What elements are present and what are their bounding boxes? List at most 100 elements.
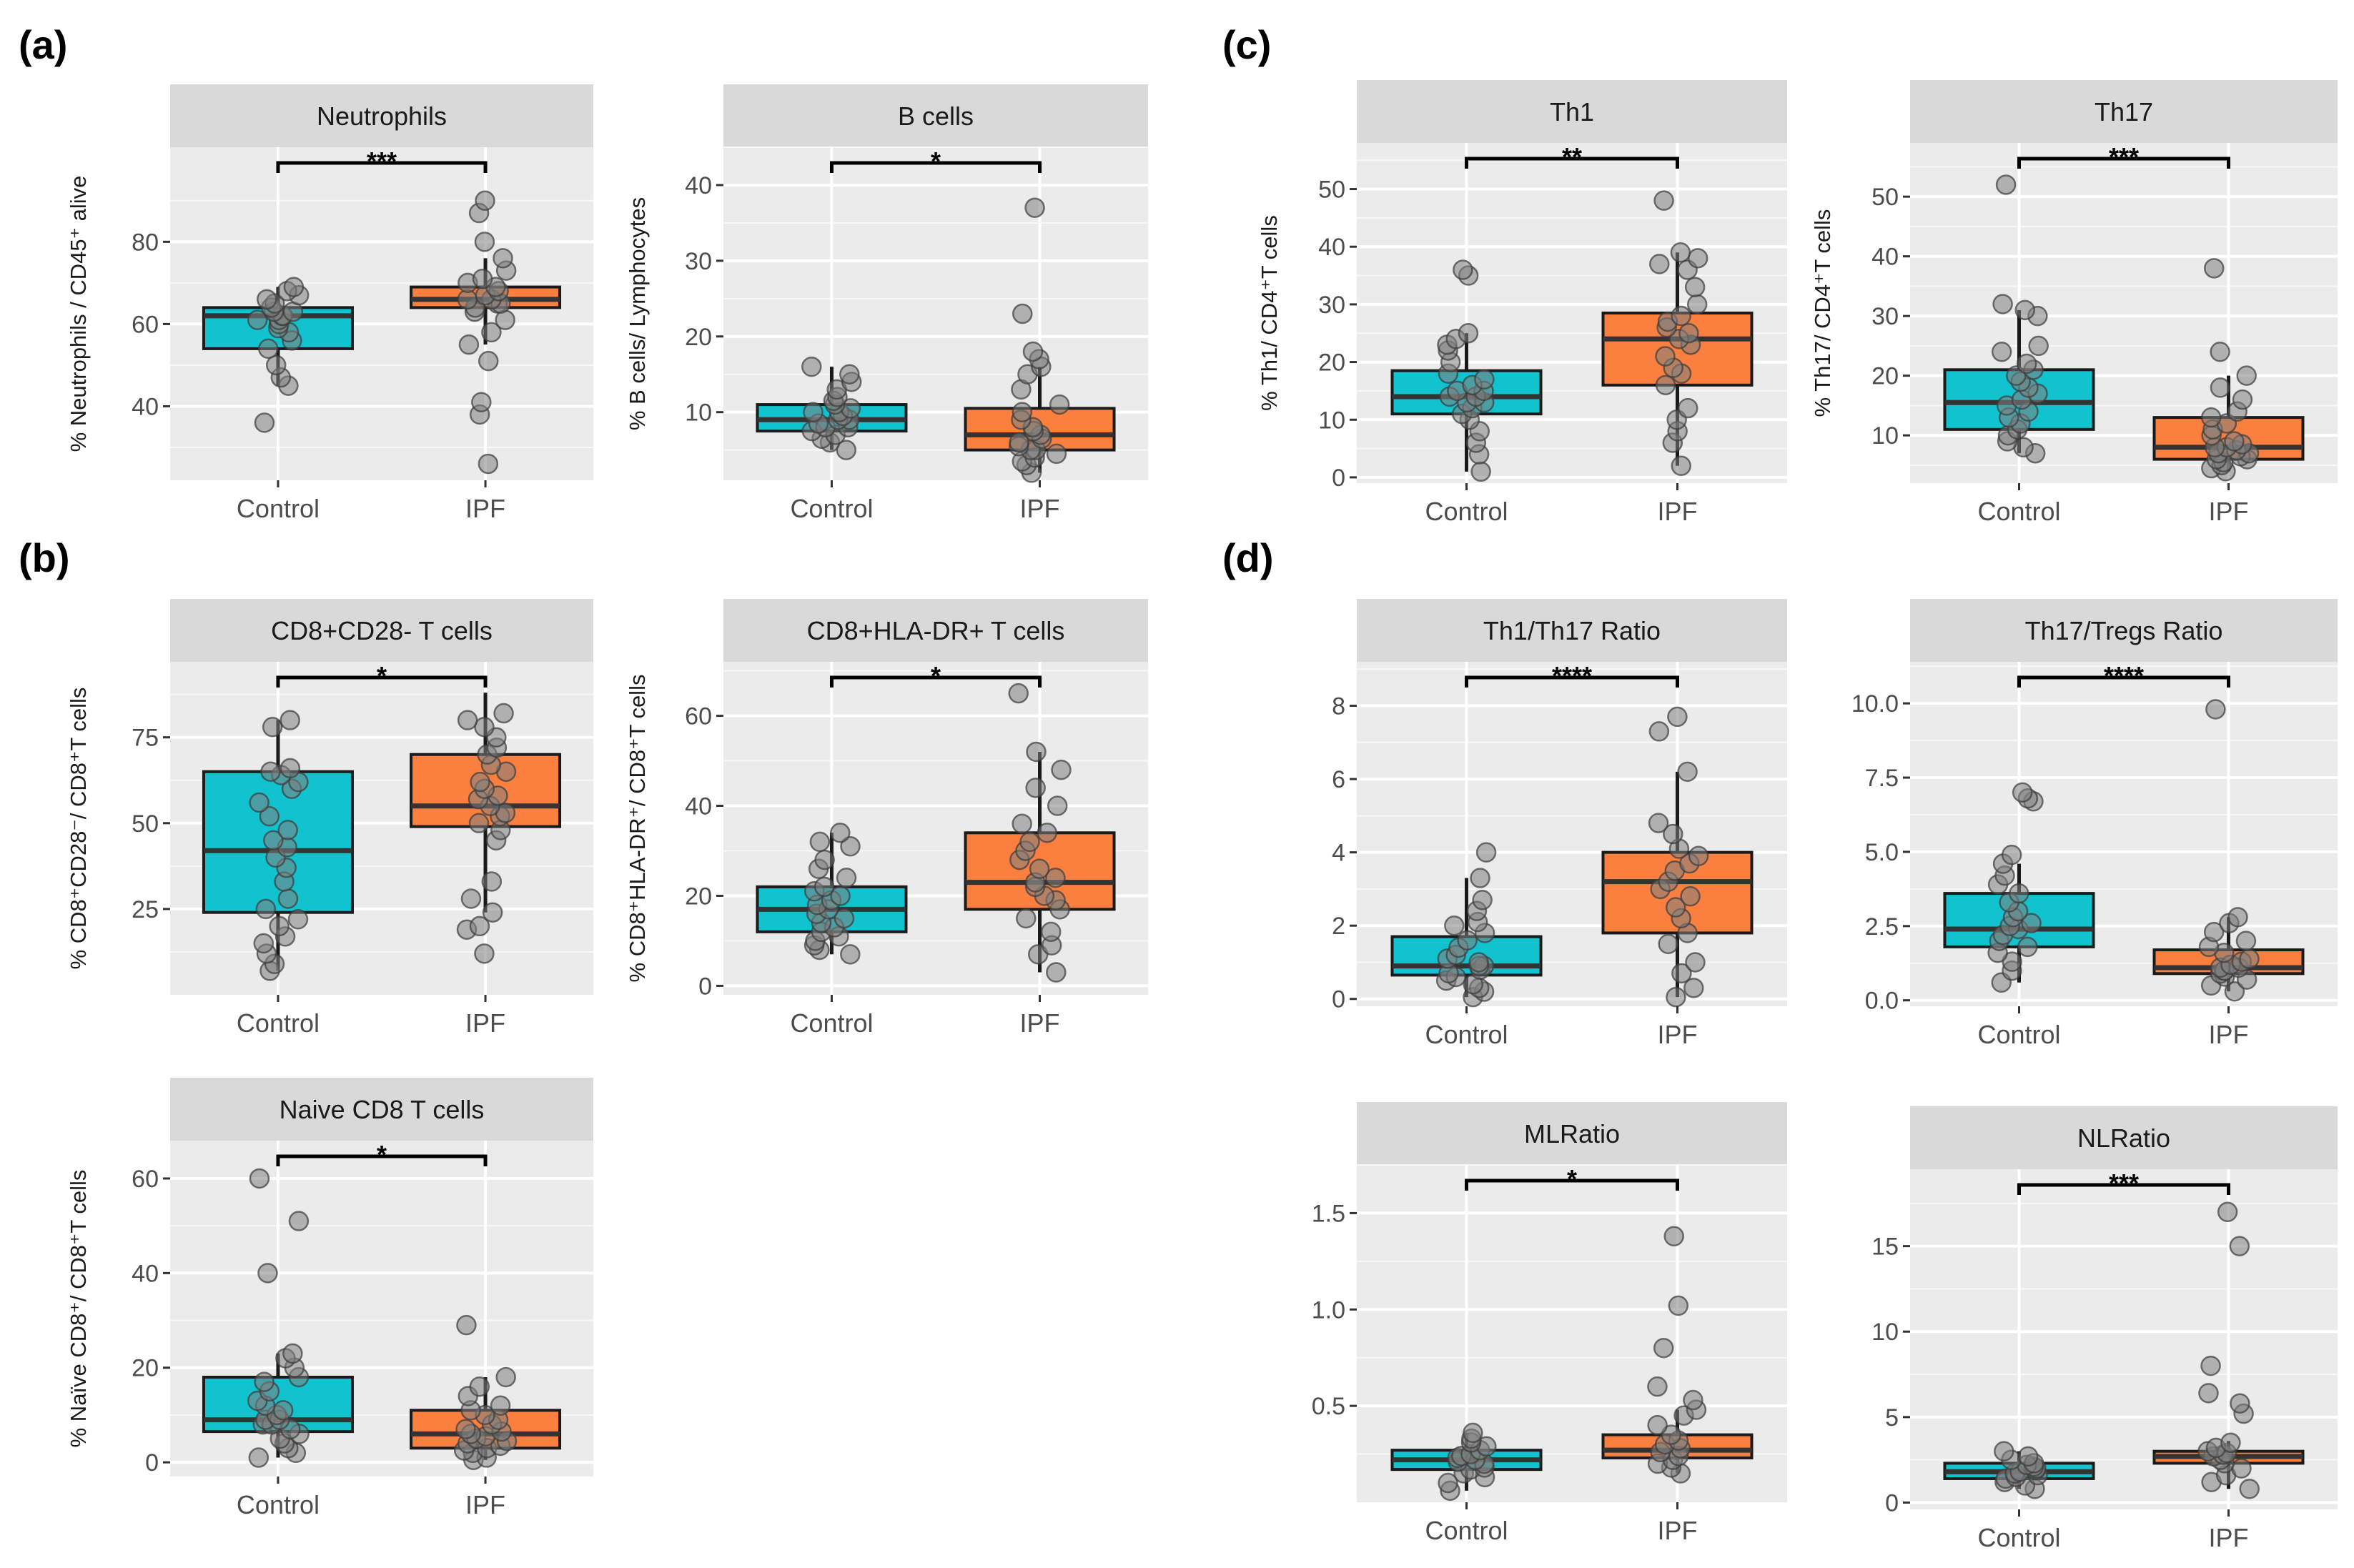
x-category-label: IPF: [1020, 1008, 1060, 1038]
data-point: [1040, 921, 1062, 943]
data-point: [1468, 952, 1489, 973]
y-tick-label: 60: [132, 311, 159, 338]
y-tick-label: 20: [1871, 363, 1899, 390]
x-category-label: Control: [1977, 1020, 2060, 1049]
data-point: [288, 1211, 310, 1231]
panel-letter-a: (a): [19, 22, 67, 67]
chart-cd8cd28: CD8+CD28- T cells 25 50 75 Control IPF * % CD8⁺…: [66, 599, 593, 1038]
data-point: [458, 334, 480, 355]
data-point: [1653, 190, 1674, 211]
y-tick-label: 20: [132, 1355, 159, 1382]
data-point: [1683, 1389, 1703, 1411]
significance-label: ***: [2109, 1168, 2139, 1198]
group-ipf: IPF: [410, 693, 562, 1038]
facet-title: Th17/Tregs Ratio: [2025, 616, 2223, 645]
y-tick-label: 5.0: [1865, 839, 1899, 866]
data-point: [1047, 795, 1068, 816]
x-category-label: IPF: [1020, 494, 1060, 523]
data-point: [830, 885, 851, 906]
data-point: [840, 944, 861, 965]
y-tick-label: 2: [1332, 913, 1345, 940]
x-category-label: IPF: [1657, 497, 1697, 526]
facet-strip: [723, 84, 1148, 147]
data-point: [1025, 778, 1046, 798]
facet-strip: [1910, 1106, 2338, 1169]
y-tick-label: 50: [1871, 184, 1899, 211]
facet-strip: [723, 599, 1148, 662]
x-category-label: IPF: [465, 1008, 505, 1038]
significance-label: ****: [1552, 661, 1592, 690]
data-point: [1024, 197, 1045, 218]
y-tick-label: 40: [685, 172, 712, 199]
group-ipf: IPF: [410, 1314, 562, 1519]
significance-bracket: [1465, 157, 1679, 169]
data-point: [272, 1400, 294, 1421]
y-tick-label: 6: [1332, 766, 1345, 793]
facet-title: CD8+HLA-DR+ T cells: [807, 616, 1065, 645]
data-point: [474, 943, 495, 964]
group-control: Control: [756, 356, 908, 523]
significance-bracket: [276, 675, 488, 688]
data-point: [1688, 845, 1709, 867]
data-point: [457, 710, 478, 730]
data-point: [1992, 294, 2013, 314]
plot-panel: [723, 662, 1148, 995]
significance-label: ***: [2109, 142, 2139, 172]
data-point: [1463, 1422, 1483, 1444]
data-point: [1667, 706, 1688, 728]
y-tick-label: 40: [132, 1260, 159, 1287]
data-point: [2198, 1383, 2219, 1404]
x-category-label: Control: [790, 1008, 873, 1038]
facet-strip: [1910, 80, 2338, 143]
chart-th1th17: Th1/Th17 Ratio 0 2 4 6 8 Control IPF ****: [1332, 599, 1787, 1049]
data-point: [2224, 431, 2245, 452]
x-category-label: Control: [1425, 1516, 1508, 1545]
group-control: Control: [202, 277, 354, 523]
y-axis-title: % CD8⁺HLA-DR⁺/ CD8⁺T cells: [625, 675, 650, 983]
significance-label: *: [931, 147, 941, 176]
data-point: [1661, 1424, 1682, 1445]
data-point: [262, 717, 283, 738]
data-point: [1458, 322, 1479, 344]
data-point: [257, 1263, 278, 1284]
data-point: [1012, 303, 1033, 324]
group-ipf: IPF: [964, 683, 1116, 1038]
group-ipf: IPF: [2152, 699, 2305, 1049]
y-tick-label: 20: [685, 883, 712, 910]
facet-strip: [170, 84, 593, 147]
data-point: [1046, 962, 1067, 983]
data-point: [1472, 890, 1493, 910]
data-point: [277, 820, 298, 840]
data-point: [2009, 883, 2029, 904]
y-tick-label: 1.0: [1312, 1296, 1345, 1324]
data-point: [2001, 844, 2022, 865]
x-category-label: Control: [1977, 1523, 2060, 1552]
y-tick-label: 50: [132, 810, 159, 838]
data-point: [2200, 1355, 2221, 1376]
data-point: [468, 813, 490, 834]
facet-title: NLRatio: [2077, 1123, 2170, 1153]
y-tick-label: 5: [1885, 1404, 1899, 1431]
data-point: [801, 356, 822, 377]
data-point: [2227, 907, 2248, 928]
data-point: [280, 758, 301, 779]
data-point: [1991, 342, 2012, 362]
significance-label: *: [1567, 1164, 1577, 1194]
data-point: [265, 354, 287, 376]
group-ipf: IPF: [964, 197, 1116, 523]
y-tick-label: 30: [1318, 292, 1345, 319]
y-tick-label: 4: [1332, 840, 1345, 867]
y-tick-label: 40: [685, 793, 712, 820]
group-control: Control: [1390, 1422, 1543, 1545]
data-point: [287, 909, 309, 930]
data-point: [2017, 1446, 2039, 1467]
data-point: [1649, 254, 1670, 274]
data-point: [1678, 397, 1698, 419]
y-tick-label: 0: [1332, 465, 1345, 492]
chart-mlratio: MLRatio 0.5 1.0 1.5 Control IPF *: [1312, 1102, 1787, 1545]
facet-title: Neutrophils: [317, 101, 447, 131]
data-point: [2002, 951, 2022, 972]
data-point: [1671, 963, 1692, 984]
y-tick-label: 0.0: [1865, 988, 1899, 1015]
group-ipf: IPF: [2152, 258, 2305, 526]
